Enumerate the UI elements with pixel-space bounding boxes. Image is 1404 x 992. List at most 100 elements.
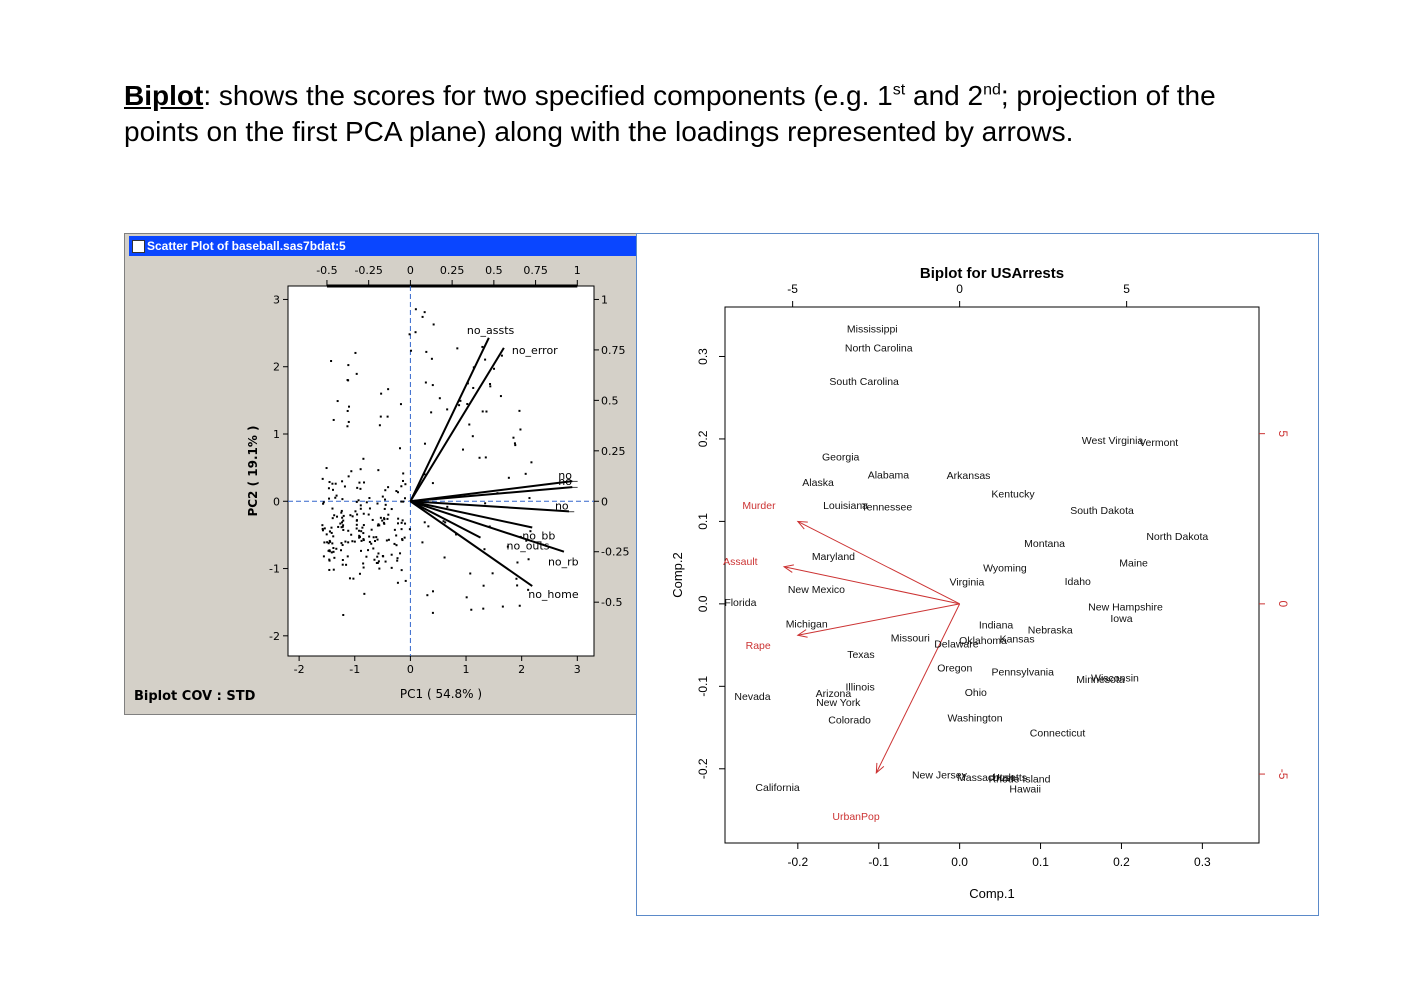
- score-point: [341, 521, 344, 524]
- score-point: [340, 509, 343, 512]
- score-point: [333, 556, 336, 559]
- right-tick-label: 1: [601, 293, 608, 306]
- y-tick-label: -1: [269, 563, 280, 576]
- score-point: [347, 420, 350, 423]
- score-point: [459, 399, 462, 402]
- score-point: [403, 536, 406, 539]
- loading-vector: [409, 337, 490, 502]
- point-label: South Dakota: [1070, 505, 1134, 517]
- y-tick-label: -0.2: [696, 758, 710, 779]
- score-point: [376, 555, 379, 558]
- loading-label: no_rb: [548, 556, 579, 569]
- x-tick-label: -2: [294, 663, 305, 676]
- score-point: [372, 547, 375, 550]
- score-point: [414, 331, 417, 334]
- score-point: [384, 503, 387, 506]
- score-point: [342, 514, 345, 517]
- score-point: [400, 528, 403, 531]
- point-label: Minnesota: [1076, 674, 1125, 686]
- loading-label: no_assts: [467, 324, 515, 337]
- x-tick-label: -0.2: [787, 855, 808, 869]
- score-point: [518, 409, 521, 412]
- score-point: [332, 418, 335, 421]
- score-point: [431, 384, 434, 387]
- arrow-head: [796, 520, 808, 530]
- window-title: Scatter Plot of baseball.sas7bdat:5: [147, 239, 346, 253]
- score-point: [381, 555, 384, 558]
- score-point: [341, 525, 344, 528]
- score-points: [321, 308, 533, 616]
- score-point: [375, 536, 378, 539]
- score-point: [355, 519, 358, 522]
- score-point: [370, 542, 373, 545]
- point-label: Arizona: [816, 688, 852, 700]
- window-titlebar[interactable]: Scatter Plot of baseball.sas7bdat:5: [129, 236, 701, 256]
- score-point: [462, 448, 465, 451]
- score-point: [379, 516, 382, 519]
- score-point: [358, 534, 361, 537]
- score-point: [484, 502, 487, 505]
- score-point: [348, 405, 351, 408]
- y-tick-label: 2: [273, 361, 280, 374]
- point-label: New York: [816, 697, 861, 709]
- score-point: [400, 569, 403, 572]
- score-point: [360, 530, 363, 533]
- window-app-icon: [132, 240, 145, 253]
- y-axis-label: PC2 ( 19.1% ): [246, 425, 260, 516]
- point-label: Kentucky: [991, 488, 1035, 500]
- score-point: [516, 561, 519, 564]
- score-point: [340, 549, 343, 552]
- score-point: [376, 561, 379, 564]
- score-point: [335, 494, 338, 497]
- y-tick-label: 0: [273, 495, 280, 508]
- score-point: [483, 548, 486, 551]
- score-point: [335, 547, 338, 550]
- score-point: [358, 572, 361, 575]
- score-point: [362, 566, 365, 569]
- score-point: [515, 577, 518, 580]
- score-point: [470, 608, 473, 611]
- score-point: [446, 408, 449, 411]
- score-point: [340, 526, 343, 529]
- score-point: [525, 539, 528, 542]
- score-point: [328, 559, 331, 562]
- heading-keyword: Biplot: [124, 80, 204, 111]
- score-point: [443, 556, 446, 559]
- score-point: [350, 470, 353, 473]
- score-point: [336, 515, 339, 518]
- point-label: Connecticut: [1030, 728, 1086, 740]
- score-point: [395, 544, 398, 547]
- point-label: Idaho: [1065, 576, 1091, 588]
- score-point: [376, 502, 379, 505]
- y-tick-label: -2: [269, 630, 280, 643]
- score-point: [408, 333, 411, 336]
- score-point: [347, 364, 350, 367]
- point-label: Assault: [723, 556, 758, 568]
- score-point: [469, 572, 472, 575]
- sas-scatter-window: -2 -1 0 1 2 3 -2 -1 0 1 2 3 -0.5 -0.25 0 0.25 0.5 0.75 1 -0…: [124, 233, 704, 715]
- score-point: [516, 584, 519, 587]
- y-tick-label: 1: [273, 428, 280, 441]
- score-point: [378, 524, 381, 527]
- score-point: [342, 528, 345, 531]
- point-label: Delaware: [934, 638, 979, 650]
- score-point: [341, 563, 344, 566]
- point-label: Florida: [724, 597, 756, 609]
- heading-sup2: nd: [983, 81, 1001, 99]
- score-point: [438, 397, 441, 400]
- point-label: Montana: [1024, 538, 1065, 550]
- y-tick-label: 0.3: [696, 348, 710, 365]
- point-label: Illinois: [846, 681, 875, 693]
- point-label: Massachusetts: [957, 772, 1027, 784]
- score-point: [393, 528, 396, 531]
- score-point: [334, 482, 337, 485]
- loading-label: no_: [558, 475, 578, 488]
- score-point: [393, 542, 396, 545]
- score-point: [325, 467, 328, 470]
- loading-arrow: [797, 603, 960, 636]
- score-point: [430, 357, 433, 360]
- y-tick-label: 0.0: [696, 595, 710, 612]
- point-label: Rhode Island: [989, 774, 1051, 786]
- point-label: New Hampshire: [1088, 601, 1163, 613]
- point-label: Wisconsin: [1091, 672, 1139, 684]
